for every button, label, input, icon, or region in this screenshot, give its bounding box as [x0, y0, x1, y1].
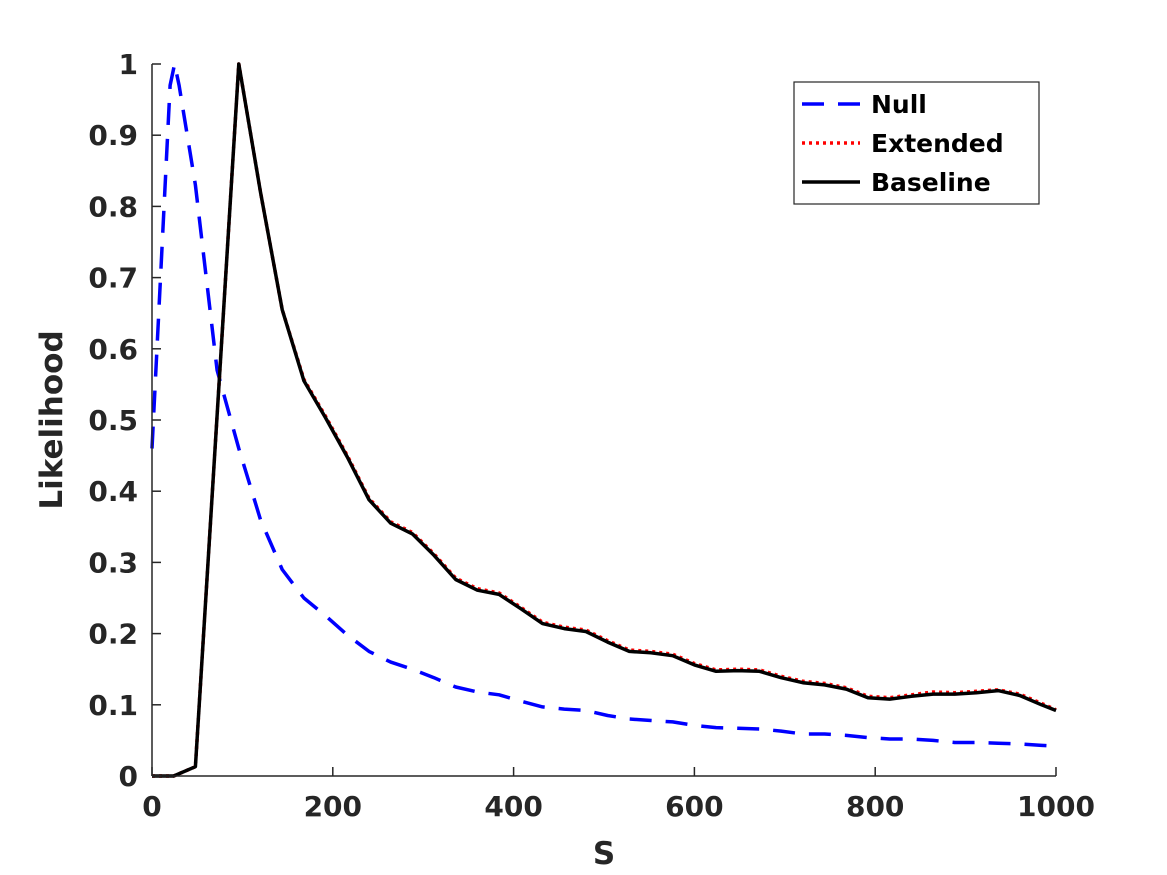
- y-tick-label: 0.9: [88, 119, 138, 152]
- y-tick-label: 0.7: [88, 262, 138, 295]
- y-tick-label: 0.5: [88, 404, 138, 437]
- legend-label-null: Null: [871, 90, 927, 119]
- legend-label-baseline: Baseline: [871, 168, 991, 197]
- x-tick-label: 600: [665, 790, 723, 823]
- y-tick-label: 0.4: [88, 475, 138, 508]
- series-layer: [150, 62, 1057, 778]
- x-tick-label: 800: [846, 790, 904, 823]
- legend-label-extended: Extended: [871, 129, 1004, 158]
- y-tick-label: 0.1: [88, 689, 138, 722]
- x-axis-label: S: [593, 836, 615, 872]
- y-tick-label: 0.6: [88, 333, 138, 366]
- x-tick-label: 1000: [1017, 790, 1095, 823]
- series-line-null: [150, 62, 1057, 748]
- y-tick-label: 0.8: [88, 190, 138, 223]
- y-tick-label: 1: [119, 48, 138, 81]
- x-tick-label: 200: [304, 790, 362, 823]
- y-axis-label: Likelihood: [34, 330, 70, 509]
- y-tick-label: 0.3: [88, 546, 138, 579]
- series-line-baseline: [152, 62, 1057, 778]
- x-tick-label: 400: [484, 790, 542, 823]
- ticks-layer: 0 200 400 600 800 1000 0 0.1 0.2 0.3 0.4 0.5 0.6 0.7 0…: [88, 48, 1095, 823]
- legend: Null Extended Baseline: [793, 81, 1040, 205]
- y-tick-label: 0.2: [88, 618, 138, 651]
- y-tick-label: 0: [119, 760, 138, 793]
- x-tick-label: 0: [142, 790, 161, 823]
